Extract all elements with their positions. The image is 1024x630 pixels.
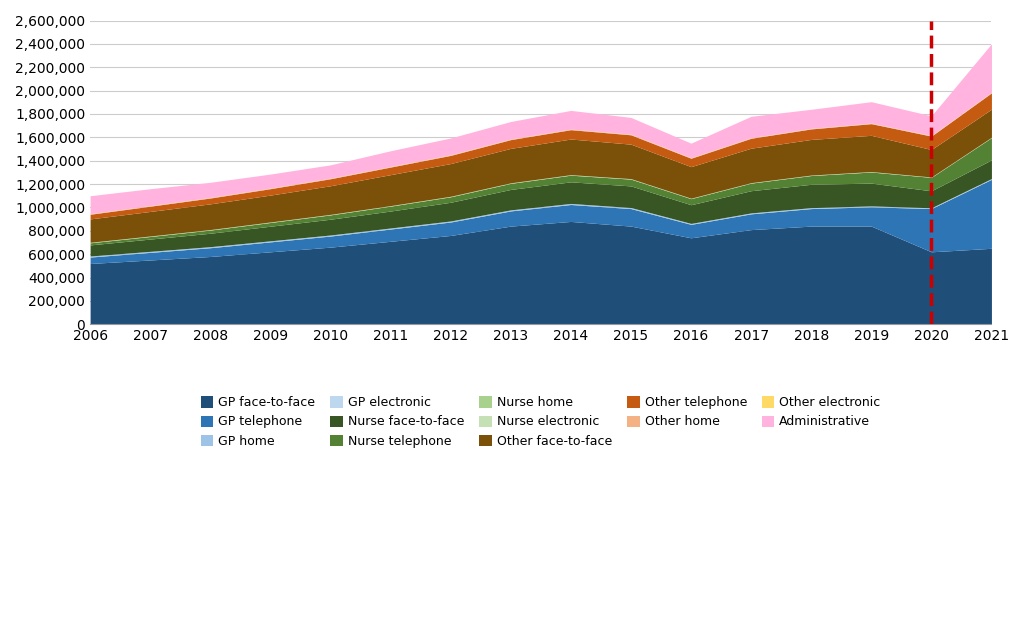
Legend: GP face-to-face, GP telephone, GP home, GP electronic, Nurse face-to-face, Nurse: GP face-to-face, GP telephone, GP home, …	[196, 391, 886, 453]
